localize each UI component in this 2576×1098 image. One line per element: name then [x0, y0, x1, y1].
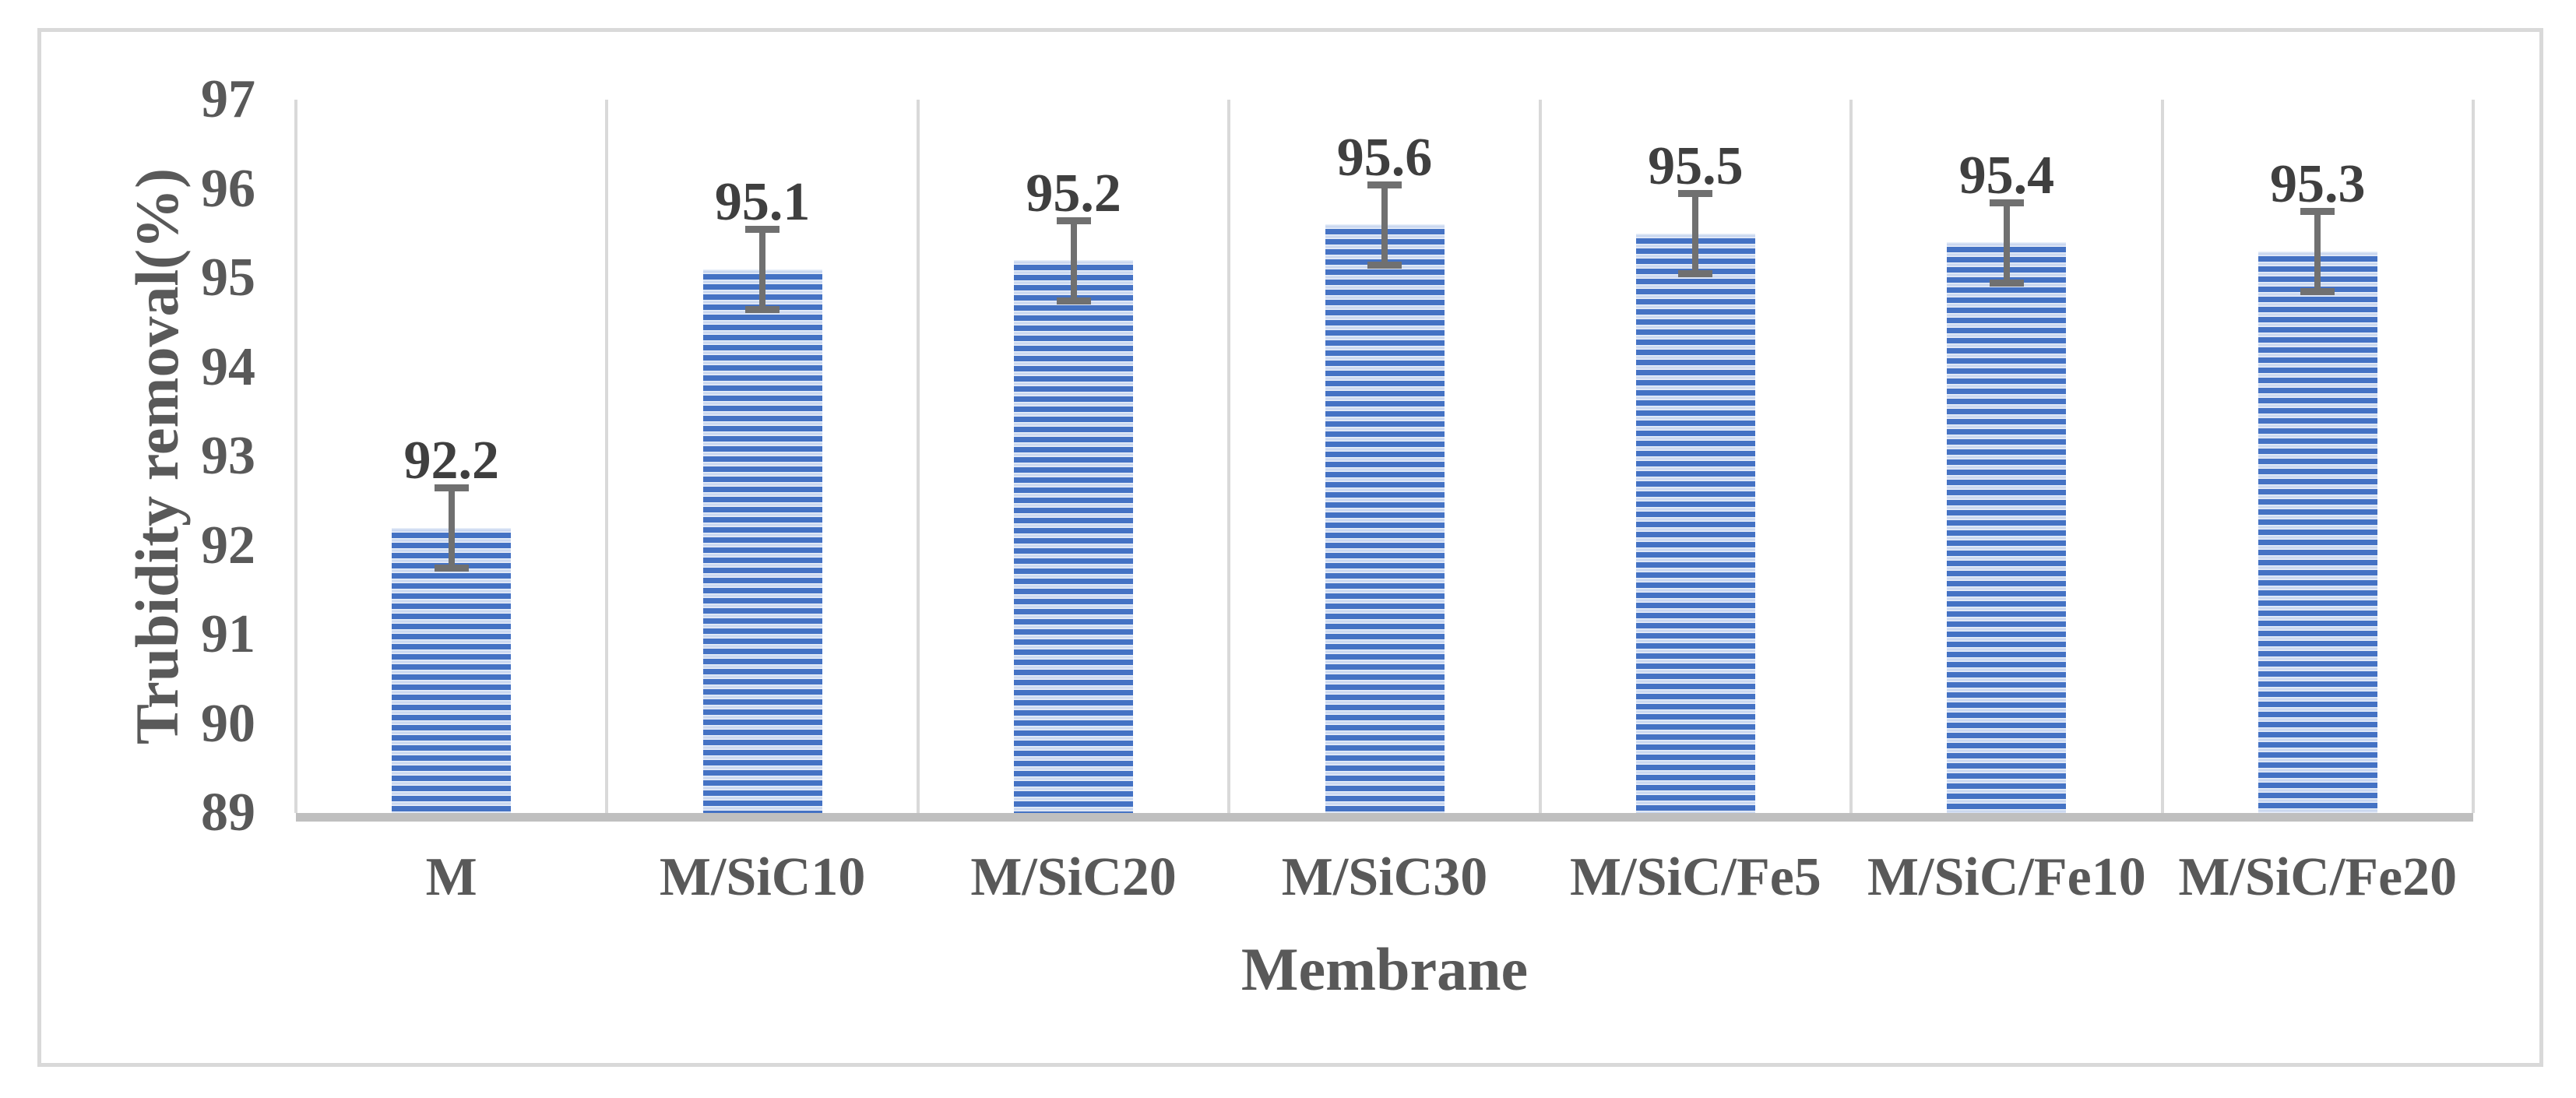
error-bar-whisker: [1381, 184, 1388, 265]
error-bar-whisker: [1692, 193, 1699, 274]
y-tick-label: 90: [201, 693, 255, 754]
y-tick-label: 93: [201, 426, 255, 486]
y-tick-label: 97: [201, 69, 255, 129]
gridline: [1538, 100, 1542, 813]
gridline: [916, 100, 920, 813]
error-bar-whisker: [2003, 202, 2010, 283]
error-bar-cap-top: [1367, 181, 1402, 188]
data-label: 95.4: [1958, 145, 2055, 206]
error-bar-whisker: [448, 487, 455, 568]
y-tick-label: 91: [201, 604, 255, 664]
x-category-label: M: [425, 847, 477, 907]
gridline: [1849, 100, 1853, 813]
y-tick-label: 96: [201, 158, 255, 219]
error-bar-whisker: [1070, 220, 1077, 301]
bar: [1325, 224, 1445, 813]
bar: [392, 527, 512, 813]
bar: [1635, 233, 1755, 813]
bar: [1014, 260, 1134, 813]
error-bar-cap-bottom: [1989, 279, 2024, 287]
bar: [702, 269, 822, 813]
chart-border: [37, 28, 2543, 1067]
error-bar-cap-top: [1989, 199, 2024, 206]
error-bar-cap-bottom: [2300, 288, 2335, 296]
data-label: 95.1: [714, 172, 811, 233]
data-label: 95.6: [1336, 127, 1433, 188]
error-bar-cap-bottom: [434, 565, 469, 572]
x-category-label: M/SiC/Fe5: [1570, 847, 1821, 907]
x-axis-title: Membrane: [1240, 935, 1529, 1003]
error-bar-cap-top: [2300, 208, 2335, 216]
x-category-label: M/SiC30: [1281, 847, 1488, 907]
x-category-label: M/SiC/Fe10: [1867, 847, 2146, 907]
data-label: 95.2: [1026, 163, 1121, 223]
error-bar-cap-bottom: [1678, 270, 1713, 278]
error-bar-cap-top: [434, 484, 469, 492]
data-label: 92.2: [403, 431, 499, 491]
bar: [1947, 242, 2067, 813]
x-axis-line: [296, 813, 2473, 822]
gridline: [2160, 100, 2164, 813]
error-bar-whisker: [2314, 211, 2321, 292]
y-tick-label: 89: [201, 783, 255, 843]
error-bar-cap-top: [745, 226, 780, 234]
x-category-label: M/SiC20: [970, 847, 1177, 907]
error-bar-whisker: [759, 229, 766, 310]
x-category-label: M/SiC/Fe20: [2178, 847, 2458, 907]
y-tick-label: 95: [201, 248, 255, 308]
bar: [2258, 251, 2377, 813]
data-label: 95.5: [1648, 136, 1744, 197]
gridline: [2472, 100, 2475, 813]
error-bar-cap-bottom: [1056, 297, 1091, 304]
y-tick-label: 94: [201, 336, 255, 397]
error-bar-cap-bottom: [1367, 261, 1402, 269]
gridline: [1227, 100, 1231, 813]
error-bar-cap-bottom: [745, 306, 780, 314]
error-bar-cap-top: [1056, 216, 1091, 224]
data-label: 95.3: [2270, 154, 2366, 215]
y-tick-label: 92: [201, 515, 255, 575]
gridline: [605, 100, 609, 813]
error-bar-cap-top: [1678, 190, 1713, 198]
x-category-label: M/SiC10: [659, 847, 866, 907]
y-axis-line: [294, 100, 297, 813]
